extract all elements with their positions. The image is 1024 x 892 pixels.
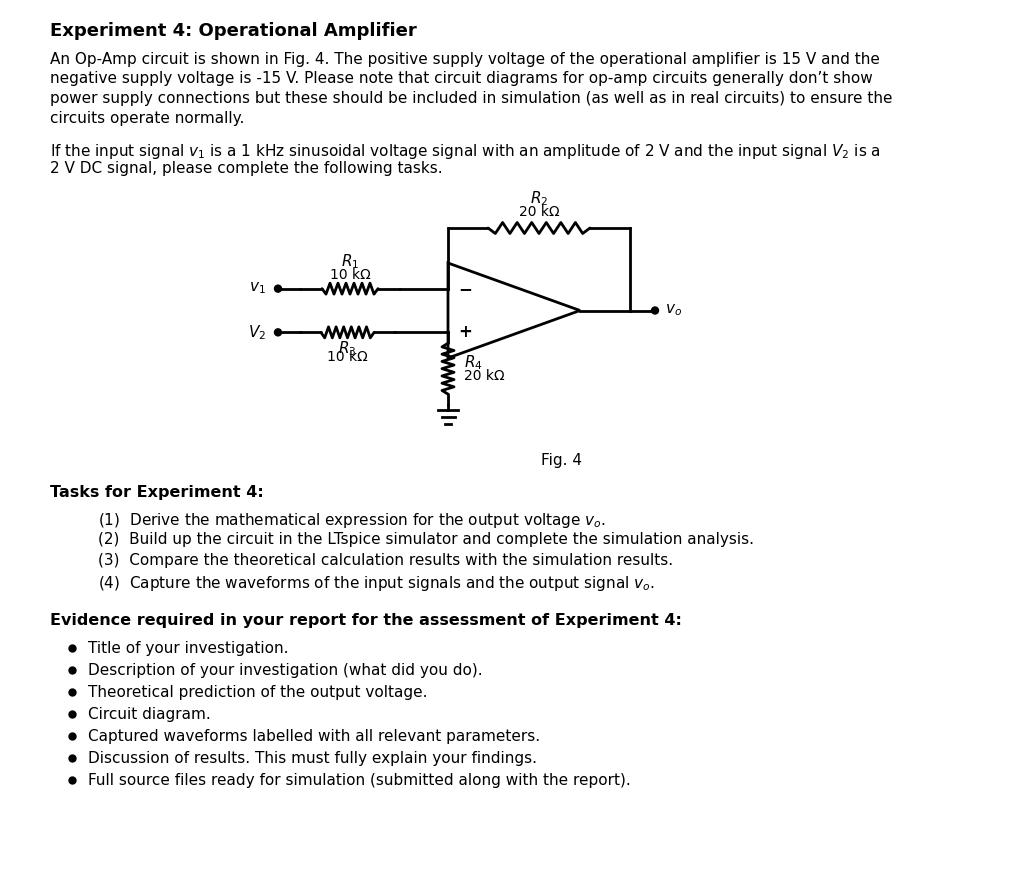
Text: (1)  Derive the mathematical expression for the output voltage $v_o$.: (1) Derive the mathematical expression f…	[98, 511, 606, 530]
Text: Fig. 4: Fig. 4	[541, 453, 582, 468]
Text: If the input signal $v_1$ is a 1 kHz sinusoidal voltage signal with an amplitude: If the input signal $v_1$ is a 1 kHz sin…	[50, 142, 881, 161]
Text: negative supply voltage is -15 V. Please note that circuit diagrams for op-amp c: negative supply voltage is -15 V. Please…	[50, 71, 872, 87]
Text: Evidence required in your report for the assessment of Experiment 4:: Evidence required in your report for the…	[50, 613, 682, 628]
Text: (3)  Compare the theoretical calculation results with the simulation results.: (3) Compare the theoretical calculation …	[98, 553, 673, 568]
Text: 10 kΩ: 10 kΩ	[327, 351, 368, 364]
Text: Discussion of results. This must fully explain your findings.: Discussion of results. This must fully e…	[88, 751, 537, 766]
Text: 20 kΩ: 20 kΩ	[519, 205, 559, 219]
Circle shape	[274, 329, 282, 336]
Text: Tasks for Experiment 4:: Tasks for Experiment 4:	[50, 485, 264, 500]
Text: power supply connections but these should be included in simulation (as well as : power supply connections but these shoul…	[50, 91, 893, 106]
Text: circuits operate normally.: circuits operate normally.	[50, 111, 245, 126]
Text: Captured waveforms labelled with all relevant parameters.: Captured waveforms labelled with all rel…	[88, 729, 540, 744]
Text: 10 kΩ: 10 kΩ	[330, 268, 371, 282]
Text: $R_4$: $R_4$	[464, 353, 482, 372]
Text: $R_1$: $R_1$	[341, 252, 359, 270]
Text: Experiment 4: Operational Amplifier: Experiment 4: Operational Amplifier	[50, 22, 417, 40]
Text: (4)  Capture the waveforms of the input signals and the output signal $v_o$.: (4) Capture the waveforms of the input s…	[98, 574, 655, 593]
Text: $V_2$: $V_2$	[248, 323, 266, 342]
Text: Circuit diagram.: Circuit diagram.	[88, 707, 211, 722]
Circle shape	[274, 285, 282, 293]
Text: An Op-Amp circuit is shown in Fig. 4. The positive supply voltage of the operati: An Op-Amp circuit is shown in Fig. 4. Th…	[50, 52, 880, 67]
Text: +: +	[458, 324, 472, 342]
Circle shape	[651, 307, 658, 314]
Text: $v_1$: $v_1$	[249, 281, 266, 296]
Text: Description of your investigation (what did you do).: Description of your investigation (what …	[88, 663, 482, 678]
Text: 2 V DC signal, please complete the following tasks.: 2 V DC signal, please complete the follo…	[50, 161, 442, 177]
Text: 20 kΩ: 20 kΩ	[464, 368, 505, 383]
Text: $v_o$: $v_o$	[665, 302, 682, 318]
Text: $R_3$: $R_3$	[338, 339, 356, 358]
Text: $R_2$: $R_2$	[529, 189, 548, 208]
Text: (2)  Build up the circuit in the LTspice simulator and complete the simulation a: (2) Build up the circuit in the LTspice …	[98, 532, 754, 547]
Text: −: −	[458, 280, 472, 298]
Text: Full source files ready for simulation (submitted along with the report).: Full source files ready for simulation (…	[88, 773, 631, 788]
Text: Title of your investigation.: Title of your investigation.	[88, 641, 289, 656]
Text: Theoretical prediction of the output voltage.: Theoretical prediction of the output vol…	[88, 685, 427, 700]
